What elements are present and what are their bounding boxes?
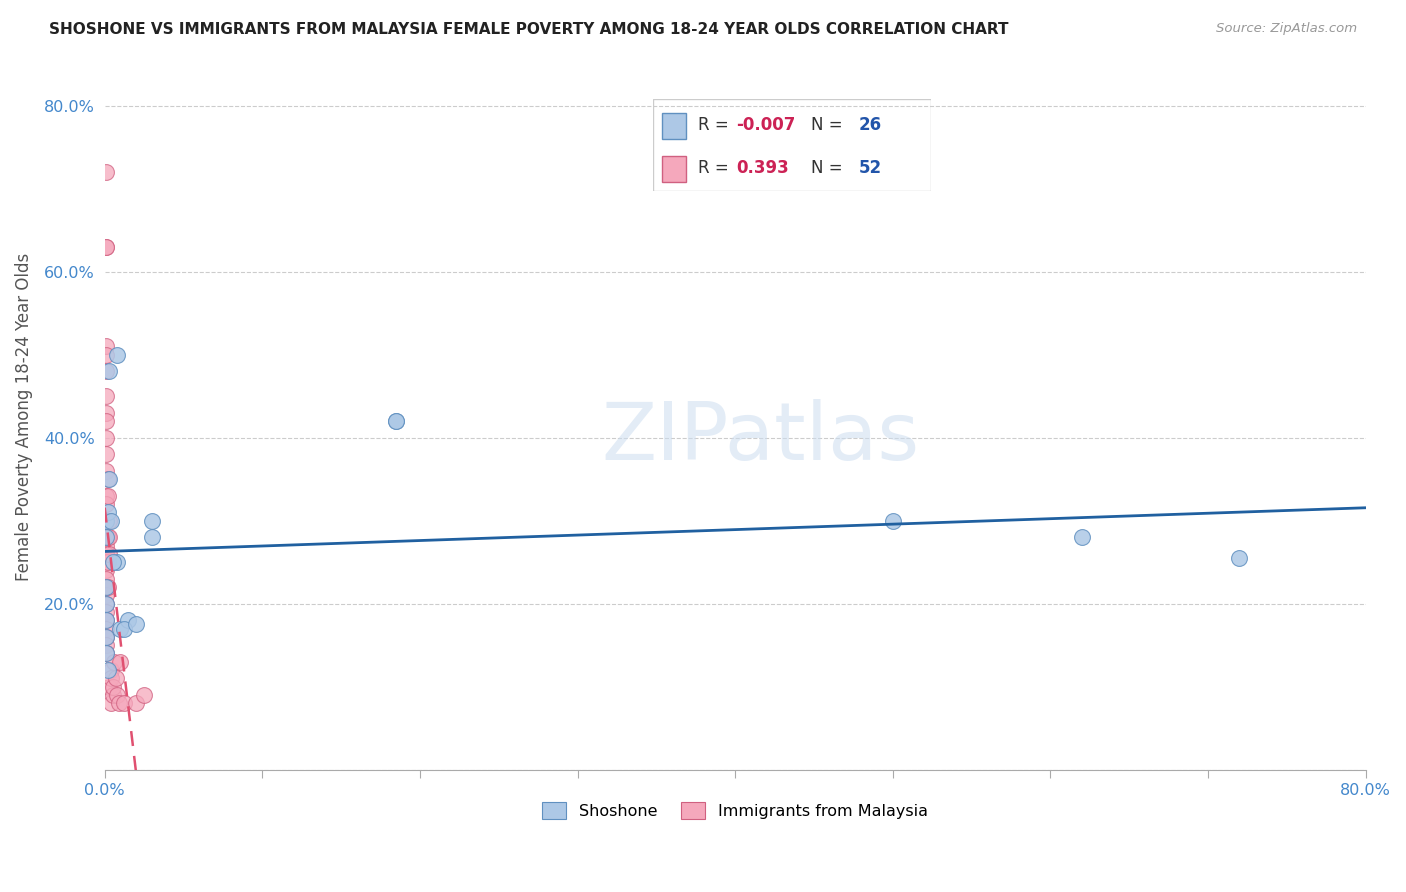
Point [96, 597, 118, 611]
Point [101, 688, 124, 702]
Point [100, 514, 122, 528]
Point [112, 696, 135, 710]
Point [141, 514, 163, 528]
Point [97, 663, 120, 677]
Point [96, 240, 118, 254]
Point [96, 563, 118, 577]
Point [98, 547, 121, 561]
Point [96, 414, 118, 428]
Point [96, 530, 118, 544]
Point [117, 613, 139, 627]
Text: Source: ZipAtlas.com: Source: ZipAtlas.com [1216, 22, 1357, 36]
Point [98, 680, 121, 694]
Point [96, 647, 118, 661]
Point [96, 489, 118, 503]
Point [96, 622, 118, 636]
Point [385, 414, 408, 428]
Point [96, 447, 118, 461]
Point [132, 688, 155, 702]
Point [105, 555, 128, 569]
Point [96, 364, 118, 378]
Point [96, 555, 118, 569]
Point [105, 688, 128, 702]
Point [96, 572, 118, 586]
Point [97, 530, 120, 544]
Point [98, 472, 121, 486]
Point [96, 597, 118, 611]
Point [385, 414, 408, 428]
Point [96, 630, 118, 644]
Point [1070, 530, 1092, 544]
Point [105, 348, 128, 362]
Point [96, 588, 118, 602]
Point [125, 696, 148, 710]
Point [125, 617, 148, 632]
Point [96, 638, 118, 652]
Point [98, 364, 121, 378]
Point [100, 671, 122, 685]
Point [96, 530, 118, 544]
Legend: Shoshone, Immigrants from Malaysia: Shoshone, Immigrants from Malaysia [536, 796, 935, 825]
Point [97, 489, 120, 503]
Point [110, 655, 132, 669]
Point [96, 613, 118, 627]
Point [97, 580, 120, 594]
Point [96, 431, 118, 445]
Point [96, 580, 118, 594]
Point [97, 505, 120, 519]
Point [96, 514, 118, 528]
Point [110, 622, 132, 636]
Point [96, 406, 118, 420]
Point [98, 514, 121, 528]
Point [96, 647, 118, 661]
Text: ZIPatlas: ZIPatlas [602, 399, 920, 477]
Point [96, 389, 118, 403]
Point [96, 630, 118, 644]
Point [103, 655, 125, 669]
Point [97, 472, 120, 486]
Point [96, 605, 118, 619]
Point [96, 514, 118, 528]
Point [96, 165, 118, 179]
Point [96, 348, 118, 362]
Point [104, 671, 127, 685]
Point [96, 240, 118, 254]
Point [96, 497, 118, 511]
Point [882, 514, 904, 528]
Point [96, 339, 118, 353]
Point [96, 613, 118, 627]
Text: SHOSHONE VS IMMIGRANTS FROM MALAYSIA FEMALE POVERTY AMONG 18-24 YEAR OLDS CORREL: SHOSHONE VS IMMIGRANTS FROM MALAYSIA FEM… [49, 22, 1008, 37]
Point [98, 530, 121, 544]
Point [112, 622, 135, 636]
Point [108, 696, 131, 710]
Point [97, 555, 120, 569]
Point [96, 464, 118, 478]
Point [100, 696, 122, 710]
Point [96, 547, 118, 561]
Point [96, 580, 118, 594]
Point [100, 663, 122, 677]
Point [1229, 551, 1251, 566]
Y-axis label: Female Poverty Among 18-24 Year Olds: Female Poverty Among 18-24 Year Olds [15, 252, 32, 581]
Point [101, 680, 124, 694]
Point [96, 539, 118, 553]
Point [101, 555, 124, 569]
Point [141, 530, 163, 544]
